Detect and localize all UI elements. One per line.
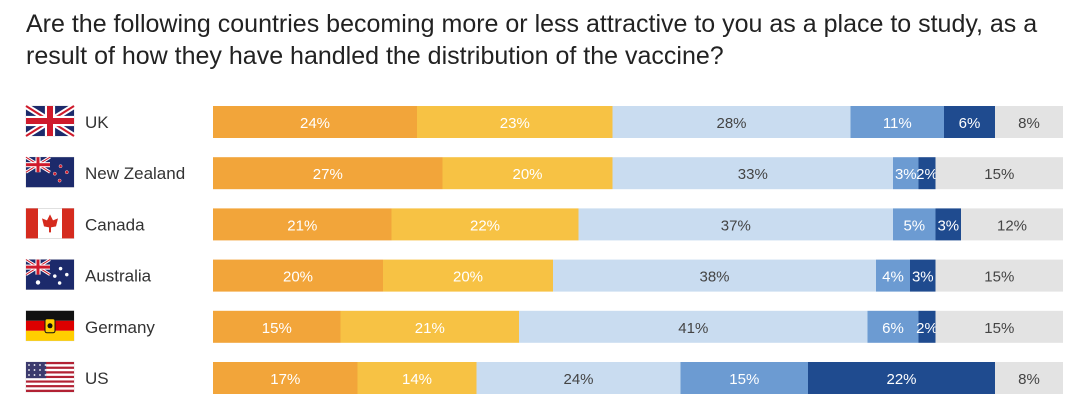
bar-row-us: US 17% 14% 24% 15% 22% 8% <box>25 361 1063 394</box>
row-label-germany: Germany <box>85 318 155 337</box>
bar-segment-us-5 <box>808 362 995 394</box>
bar-segment-uk-6 <box>995 106 1063 138</box>
data-label-uk-2: 23% <box>500 115 530 132</box>
germany-flag-icon <box>25 310 75 342</box>
data-label-australia-4: 4% <box>882 269 904 286</box>
new-zealand-flag-icon <box>25 155 75 188</box>
data-label-canada-4: 5% <box>903 217 925 234</box>
canada-flag-icon <box>25 208 75 239</box>
row-label-new-zealand: New Zealand <box>85 164 185 183</box>
data-label-uk-3: 28% <box>716 115 746 132</box>
data-label-germany-2: 21% <box>415 320 445 337</box>
bar-segment-uk-3 <box>612 106 851 138</box>
data-label-canada-2: 22% <box>470 217 500 234</box>
data-label-us-5: 22% <box>886 371 916 388</box>
bar-row-germany: Germany 15% 21% 41% 6% 2% 15% <box>25 310 1063 343</box>
bar-segment-germany-3 <box>519 310 868 343</box>
bar-segment-uk-5 <box>944 106 995 138</box>
data-label-uk-1: 24% <box>300 115 330 132</box>
data-label-us-2: 14% <box>402 371 432 388</box>
bar-segment-new-zealand-5 <box>918 157 936 190</box>
bar-segment-germany-1 <box>213 310 341 343</box>
data-label-us-4: 15% <box>729 371 759 388</box>
chart-title: Are the following countries becoming mor… <box>26 10 1038 70</box>
bar-row-australia: Australia 20% 20% 38% 4% 3% 15% <box>25 258 1063 292</box>
bar-row-new-zealand: New Zealand 27% 20% 33% 3% 2% 15% <box>25 155 1063 190</box>
bar-segment-new-zealand-4 <box>893 157 919 190</box>
data-label-canada-5: 3% <box>937 217 959 234</box>
data-label-germany-3: 41% <box>678 320 708 337</box>
data-label-new-zealand-4: 3% <box>895 166 917 183</box>
data-label-uk-4: 11% <box>883 115 912 132</box>
bar-segment-canada-1 <box>213 208 392 241</box>
data-label-new-zealand-1: 27% <box>313 166 343 183</box>
data-label-canada-1: 21% <box>287 217 317 234</box>
bar-segment-us-6 <box>995 362 1063 394</box>
data-label-canada-6: 12% <box>997 217 1027 234</box>
bar-row-canada: Canada 21% 22% 37% 5% 3% 12% <box>25 208 1063 241</box>
bar-segment-australia-1 <box>213 259 383 292</box>
row-label-australia: Australia <box>85 267 152 286</box>
australia-flag-icon <box>25 258 75 290</box>
bar-segment-new-zealand-1 <box>213 157 443 190</box>
bar-row-uk: UK 24% 23% 28% 11% 6% 8% <box>24 103 1063 139</box>
uk-flag-icon <box>24 103 76 139</box>
data-label-uk-5: 6% <box>959 115 981 132</box>
data-label-germany-1: 15% <box>262 320 292 337</box>
bar-segment-canada-5 <box>935 208 961 241</box>
bar-segment-canada-4 <box>893 208 936 241</box>
bar-segment-australia-5 <box>910 259 936 292</box>
data-label-germany-5: 2% <box>916 320 938 337</box>
data-label-australia-5: 3% <box>912 269 934 286</box>
row-label-uk: UK <box>85 113 109 132</box>
data-label-australia-3: 38% <box>699 269 729 286</box>
data-label-australia-6: 15% <box>984 269 1014 286</box>
bar-segment-canada-2 <box>391 208 579 241</box>
data-label-australia-2: 20% <box>453 269 483 286</box>
data-label-new-zealand-3: 33% <box>738 166 768 183</box>
data-label-us-6: 8% <box>1018 371 1040 388</box>
bar-segment-australia-3 <box>553 259 876 292</box>
data-label-uk-6: 8% <box>1018 115 1040 132</box>
us-flag-icon <box>25 361 75 393</box>
bar-segment-germany-5 <box>918 310 936 343</box>
bar-segment-uk-1 <box>213 106 417 138</box>
bar-segment-us-4 <box>680 362 808 394</box>
data-label-new-zealand-6: 15% <box>984 166 1014 183</box>
data-label-canada-3: 37% <box>721 217 751 234</box>
bar-segment-us-3 <box>476 362 681 394</box>
bar-segment-germany-4 <box>867 310 919 343</box>
bar-segment-us-1 <box>213 362 358 394</box>
bar-segment-germany-2 <box>340 310 519 343</box>
bar-segment-australia-2 <box>383 259 553 292</box>
bar-segment-uk-4 <box>850 106 944 138</box>
bar-segment-new-zealand-2 <box>442 157 613 190</box>
row-label-canada: Canada <box>85 215 145 234</box>
data-label-new-zealand-5: 2% <box>916 166 938 183</box>
data-label-us-1: 17% <box>270 371 300 388</box>
bar-segment-australia-4 <box>876 259 910 292</box>
data-label-germany-4: 6% <box>882 320 904 337</box>
data-label-new-zealand-2: 20% <box>512 166 542 183</box>
bar-segment-us-2 <box>357 362 477 394</box>
bar-segment-canada-3 <box>578 208 893 241</box>
data-label-us-3: 24% <box>563 371 593 388</box>
bar-segment-australia-6 <box>935 259 1063 292</box>
row-label-us: US <box>85 369 109 388</box>
bar-segment-new-zealand-6 <box>935 157 1063 190</box>
data-label-germany-6: 15% <box>984 320 1014 337</box>
bar-segment-uk-2 <box>417 106 613 138</box>
bar-segment-germany-6 <box>935 310 1063 343</box>
data-label-australia-1: 20% <box>283 269 313 286</box>
bar-segment-new-zealand-3 <box>612 157 893 190</box>
bar-segment-canada-6 <box>961 208 1063 241</box>
